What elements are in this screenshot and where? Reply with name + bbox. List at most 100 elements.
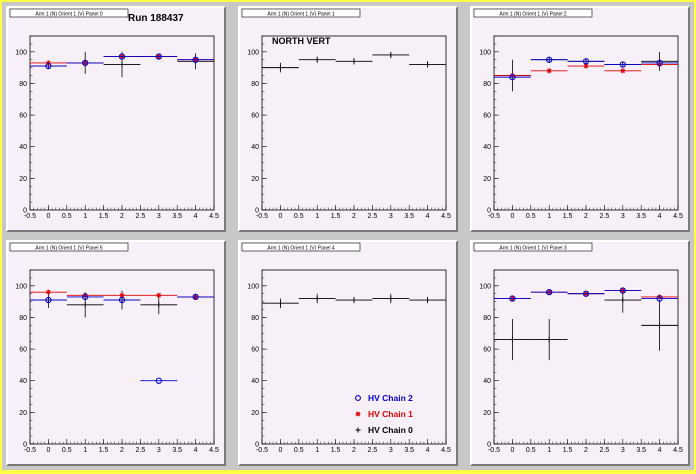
legend-marker-open-circle xyxy=(355,395,361,401)
x-tick-label: 2 xyxy=(352,447,356,454)
plot-pad-4: Arm 1 (N) Orient 1 (V) Panel 4 -0.5 0 0.5 1 1… xyxy=(238,240,458,466)
side-label: NORTH VERT xyxy=(272,36,331,46)
y-tick-label: 20 xyxy=(251,176,259,183)
legend-label: HV Chain 1 xyxy=(368,409,413,419)
x-tick-label: 3.5 xyxy=(172,447,182,454)
data-point xyxy=(372,51,410,59)
data-point xyxy=(30,289,67,295)
x-tick-label: 4 xyxy=(658,213,662,220)
x-tick-label: 0 xyxy=(46,213,50,220)
x-tick-label: 2 xyxy=(352,213,356,220)
plot-svg-1: Arm 1 (N) Orient 1 (V) Panel 1-0.5 0 0.5 1 1… xyxy=(241,8,451,220)
x-tick-label: 0.5 xyxy=(526,447,536,454)
x-tick-label: 3 xyxy=(389,213,393,220)
y-tick-label: 80 xyxy=(251,81,259,88)
x-tick-label: -0.5 xyxy=(256,447,268,454)
y-tick-label: 100 xyxy=(479,283,491,290)
data-point xyxy=(262,62,299,73)
x-tick-label: 4 xyxy=(426,447,430,454)
data-point xyxy=(335,296,373,304)
y-tick-label: 100 xyxy=(15,49,27,56)
x-tick-label: 0.5 xyxy=(294,447,304,454)
y-tick-label: 60 xyxy=(251,347,259,354)
data-point xyxy=(140,292,178,298)
data-point xyxy=(103,292,141,298)
x-tick-label: -0.5 xyxy=(488,213,500,220)
x-tick-label: 1.5 xyxy=(563,213,573,220)
data-point xyxy=(30,60,67,66)
y-tick-label: 40 xyxy=(251,144,259,151)
data-point xyxy=(494,319,531,361)
data-point xyxy=(641,51,678,71)
x-tick-label: 4 xyxy=(426,213,430,220)
data-point xyxy=(641,300,678,351)
x-tick-label: 0 xyxy=(510,213,514,220)
data-point xyxy=(494,73,531,81)
x-tick-label: 1.5 xyxy=(563,447,573,454)
x-tick-label: -0.5 xyxy=(488,447,500,454)
x-tick-label: 2 xyxy=(584,447,588,454)
x-tick-label: 0.5 xyxy=(294,213,304,220)
x-tick-label: 4.5 xyxy=(673,213,683,220)
y-tick-label: 60 xyxy=(251,113,259,120)
y-tick-label: 80 xyxy=(483,315,491,322)
plot-title: Arm 1 (N) Orient 1 (V) Panel 5 xyxy=(35,245,102,251)
data-point xyxy=(262,298,299,308)
data-point xyxy=(530,56,568,63)
y-tick-label: 40 xyxy=(483,378,491,385)
title-box xyxy=(241,242,361,252)
x-tick-label: 0.5 xyxy=(526,213,536,220)
data-point xyxy=(66,59,104,67)
plot-svg-5: Arm 1 (N) Orient 1 (V) Panel 3-0.5 0 0.5 1 1… xyxy=(473,242,683,454)
x-tick-label: 2.5 xyxy=(600,447,610,454)
x-tick-label: 3 xyxy=(157,213,161,220)
x-tick-label: 0.5 xyxy=(62,213,72,220)
title-box xyxy=(9,242,129,252)
plot-svg-2: Arm 1 (N) Orient 1 (V) Panel 2-0.5 0 0.5 1 1… xyxy=(473,8,683,220)
y-tick-label: 0 xyxy=(23,442,27,449)
data-point xyxy=(298,293,336,304)
data-point xyxy=(66,293,104,301)
x-tick-label: 2.5 xyxy=(368,213,378,220)
x-tick-label: 4.5 xyxy=(441,447,451,454)
plot-title: Arm 1 (N) Orient 1 (V) Panel 0 xyxy=(35,11,102,17)
legend-marker-plus xyxy=(355,427,361,433)
x-tick-label: -0.5 xyxy=(256,213,268,220)
y-tick-label: 100 xyxy=(247,49,259,56)
x-tick-label: 3.5 xyxy=(404,447,414,454)
y-tick-label: 40 xyxy=(251,378,259,385)
plot-svg-0: Arm 1 (N) Orient 1 (V) Panel 0-0.5 0 0.5 1 1… xyxy=(9,8,219,220)
data-point xyxy=(409,296,446,304)
x-tick-label: 4 xyxy=(194,447,198,454)
x-tick-label: 1 xyxy=(83,447,87,454)
data-point xyxy=(567,290,605,297)
plot-pad-3: Arm 1 (N) Orient 1 (V) Panel 5 -0.5 0 0.5 1 1… xyxy=(6,240,226,466)
data-point xyxy=(298,56,336,63)
x-tick-label: 3 xyxy=(621,213,625,220)
plot-pad-5: Arm 1 (N) Orient 1 (V) Panel 3 -0.5 0 0.5 1 1… xyxy=(470,240,690,466)
x-tick-label: 3 xyxy=(621,447,625,454)
y-tick-label: 80 xyxy=(251,315,259,322)
y-tick-label: 0 xyxy=(23,208,27,215)
data-point xyxy=(409,61,446,68)
x-tick-label: 2 xyxy=(584,213,588,220)
legend: HV Chain 2 HV Chain 1 HV Chain 0 xyxy=(355,393,413,435)
plot-pad-0: Arm 1 (N) Orient 1 (V) Panel 0 -0.5 0 0.5 1 1… xyxy=(6,6,226,232)
data-point xyxy=(530,68,568,74)
data-point xyxy=(30,62,67,70)
plot-title: Arm 1 (N) Orient 1 (V) Panel 2 xyxy=(499,11,566,17)
data-point xyxy=(530,288,568,296)
x-tick-label: 1.5 xyxy=(99,447,109,454)
run-label: Run 188437 xyxy=(128,13,184,24)
plot-pad-1: Arm 1 (N) Orient 1 (V) Panel 1 -0.5 0 0.5 1 1… xyxy=(238,6,458,232)
x-tick-label: 1.5 xyxy=(331,447,341,454)
x-tick-label: 3 xyxy=(389,447,393,454)
y-tick-label: 60 xyxy=(19,113,27,120)
data-point xyxy=(641,59,678,67)
x-tick-label: 2.5 xyxy=(600,213,610,220)
y-tick-label: 80 xyxy=(19,315,27,322)
x-tick-label: 2.5 xyxy=(368,447,378,454)
data-point xyxy=(530,319,568,361)
data-point xyxy=(604,61,642,68)
